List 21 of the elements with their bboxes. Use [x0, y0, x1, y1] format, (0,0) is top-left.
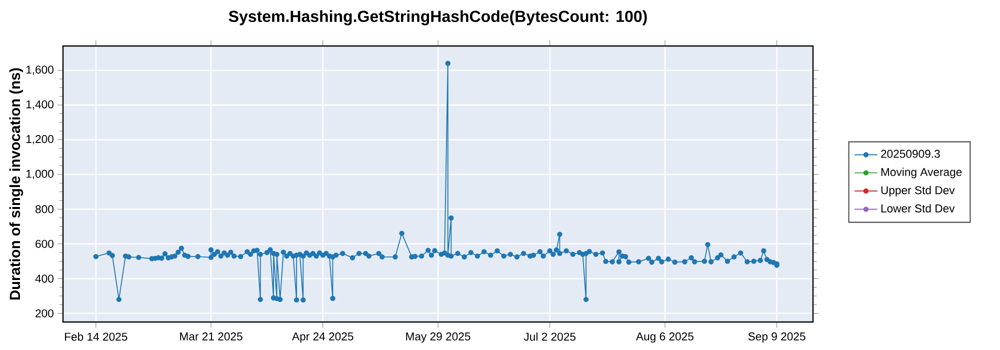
y-tick-label: 1,200	[26, 135, 54, 144]
x-tick-label: Aug 6 2025	[636, 332, 694, 343]
legend-label: 20250909.3	[881, 150, 940, 158]
legend-label: Moving Average	[881, 168, 962, 178]
legend-label: Upper Std Dev	[881, 186, 955, 196]
x-tick-label: May 29 2025	[406, 332, 470, 343]
y-tick-label: 600	[36, 240, 54, 248]
x-tick-label: Jul 2 2025	[524, 332, 576, 341]
y-axis-title: Duration of single invocation (ns)	[9, 68, 24, 300]
legend-label: Lower Std Dev	[881, 204, 955, 212]
y-tick-label: 1,400	[26, 100, 54, 110]
y-tick-label: 1,600	[26, 66, 54, 75]
x-tick-label: Sep 9 2025	[748, 332, 806, 343]
x-tick-label: Feb 14 2025	[64, 332, 128, 341]
y-tick-label: 800	[36, 205, 54, 214]
y-tick-label: 1,000	[26, 170, 54, 180]
x-tick-label: Apr 24 2025	[292, 332, 354, 343]
chart-title: System.Hashing.GetStringHashCode(BytesCount: 100)	[228, 10, 647, 26]
y-tick-label: 400	[35, 274, 54, 283]
y-tick-label: 200	[36, 309, 54, 318]
x-tick-label: Mar 21 2025	[180, 332, 242, 340]
